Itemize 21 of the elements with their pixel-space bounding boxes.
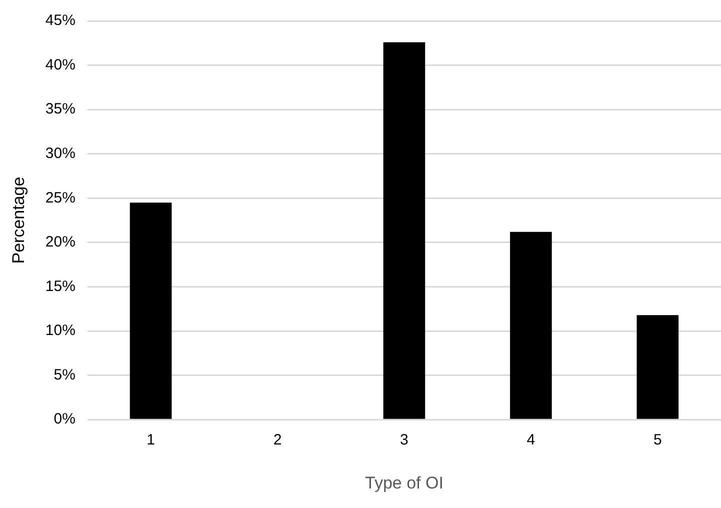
x-tick-label: 2 [273, 432, 282, 449]
y-axis-title: Percentage [8, 176, 28, 264]
x-axis-title: Type of OI [364, 473, 444, 492]
bar [383, 42, 426, 419]
x-tick-label: 4 [526, 432, 536, 449]
x-tick-label: 3 [400, 432, 408, 449]
x-tick-label: 5 [653, 432, 662, 449]
y-tick-label: 10% [45, 322, 76, 340]
y-tick-label: 25% [45, 189, 76, 206]
bar [130, 202, 172, 419]
y-tick-label: 35% [45, 100, 76, 118]
bar [636, 315, 679, 419]
y-tick-label: 30% [45, 145, 76, 162]
x-tick-label: 1 [146, 432, 155, 449]
y-tick-label: 0% [54, 410, 76, 428]
y-tick-label: 15% [45, 278, 76, 295]
y-tick-label: 45% [45, 12, 76, 30]
y-tick-label: 5% [54, 366, 76, 384]
y-tick-label: 20% [45, 234, 76, 251]
y-tick-label: 40% [45, 56, 76, 74]
bar [510, 232, 552, 419]
